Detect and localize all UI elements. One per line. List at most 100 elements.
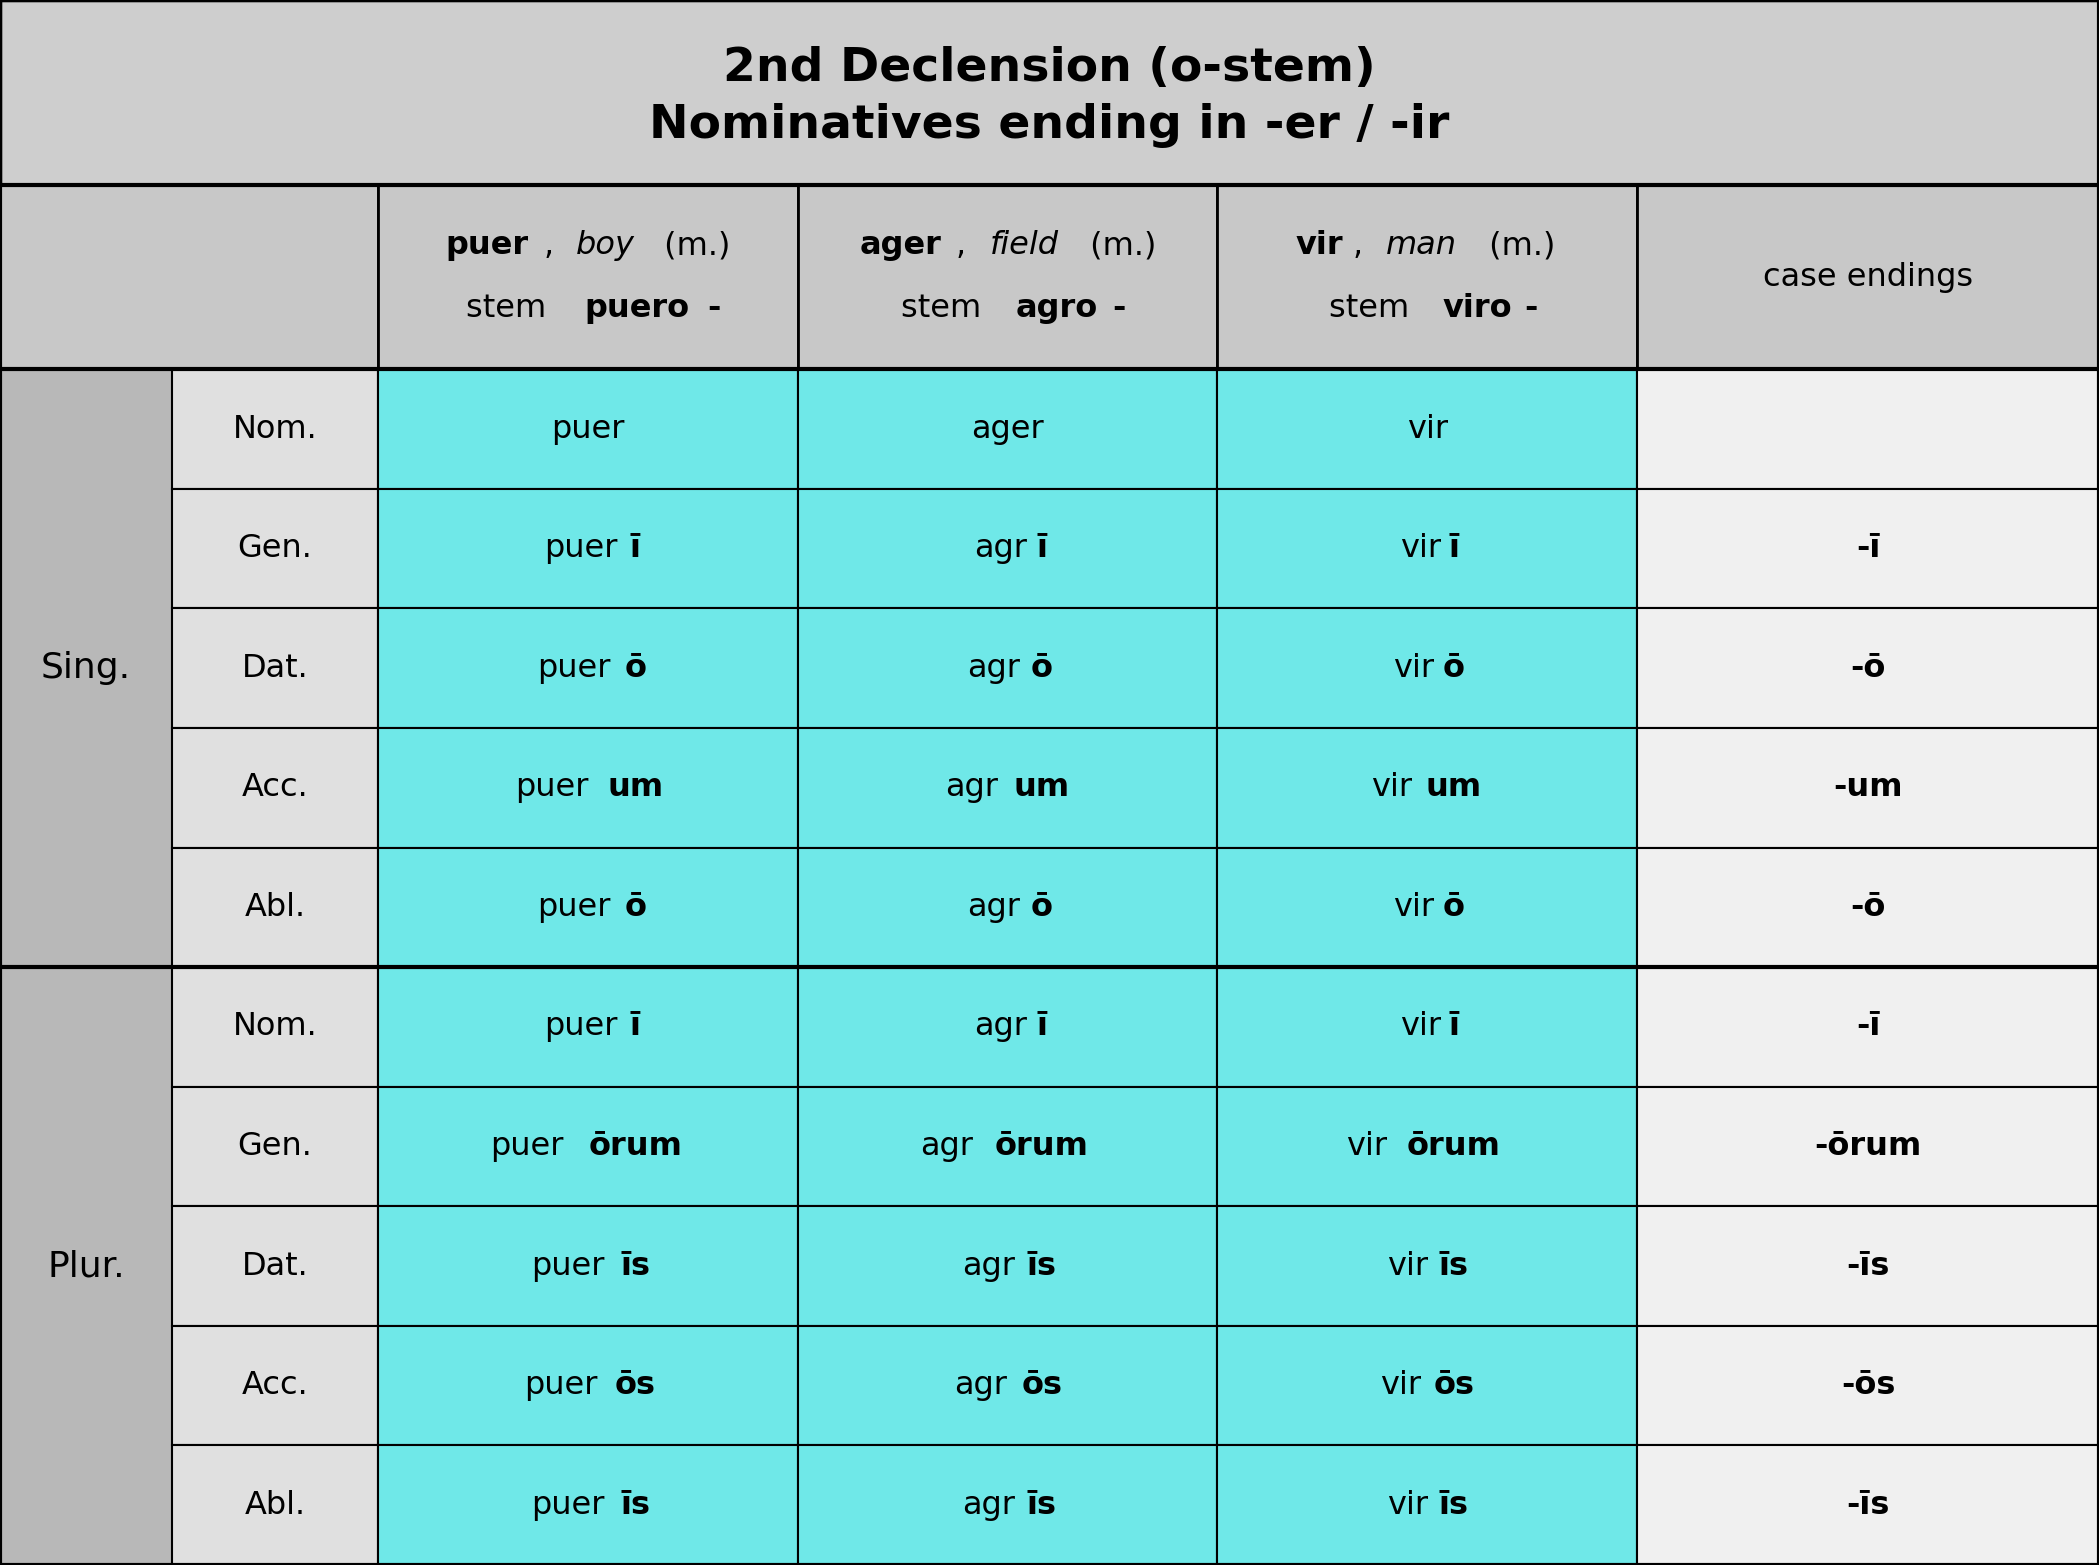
Text: agr: agr — [974, 1011, 1026, 1042]
Bar — [798, 609, 1217, 728]
Text: case endings: case endings — [1763, 261, 1973, 293]
Text: puer: puer — [445, 230, 529, 261]
Bar — [172, 488, 378, 609]
Bar — [378, 609, 798, 728]
Bar — [1637, 185, 2099, 369]
Text: Gen.: Gen. — [237, 1131, 313, 1163]
Text: vir: vir — [1406, 413, 1448, 444]
Bar — [798, 488, 1217, 609]
Text: ō: ō — [1031, 892, 1054, 923]
Bar — [1217, 369, 1637, 488]
Text: īs: īs — [619, 1250, 651, 1282]
Bar — [1637, 1446, 2099, 1565]
Bar — [172, 1086, 378, 1207]
Bar — [1637, 728, 2099, 848]
Bar — [1637, 848, 2099, 967]
Text: Dat.: Dat. — [241, 1250, 309, 1282]
Bar — [1217, 1207, 1637, 1326]
Bar — [172, 369, 378, 488]
Bar — [1217, 1326, 1637, 1446]
Bar — [798, 1326, 1217, 1446]
Text: puer: puer — [537, 653, 611, 684]
Bar — [1637, 369, 2099, 488]
Text: ,: , — [1354, 230, 1373, 261]
Text: ōrum: ōrum — [1406, 1131, 1501, 1163]
Text: Acc.: Acc. — [241, 772, 309, 803]
Text: stem: stem — [466, 293, 556, 324]
Text: vir: vir — [1392, 892, 1434, 923]
Text: puer: puer — [531, 1250, 605, 1282]
Bar — [378, 967, 798, 1086]
Text: ōs: ōs — [1022, 1369, 1062, 1401]
Text: Plur.: Plur. — [48, 1249, 124, 1283]
Text: ōs: ōs — [615, 1369, 655, 1401]
Text: vir: vir — [1392, 653, 1434, 684]
Text: -ī: -ī — [1856, 1011, 1881, 1042]
Text: Abl.: Abl. — [243, 1490, 306, 1521]
Text: ī: ī — [1037, 1011, 1047, 1042]
Text: puer: puer — [491, 1131, 565, 1163]
Text: (m.): (m.) — [655, 230, 730, 261]
Text: vir: vir — [1345, 1131, 1387, 1163]
Bar — [378, 369, 798, 488]
Bar — [1637, 488, 2099, 609]
Text: puer: puer — [544, 1011, 617, 1042]
Bar — [1217, 728, 1637, 848]
Bar — [1217, 185, 1637, 369]
Text: ō: ō — [623, 892, 646, 923]
Text: ō: ō — [1442, 653, 1465, 684]
Text: ager: ager — [861, 230, 942, 261]
Text: man: man — [1385, 230, 1457, 261]
Text: vir: vir — [1387, 1490, 1429, 1521]
Bar — [172, 1326, 378, 1446]
Text: agr: agr — [974, 534, 1026, 565]
Text: agr: agr — [961, 1250, 1014, 1282]
Text: 2nd Declension (o-stem): 2nd Declension (o-stem) — [724, 45, 1375, 91]
Bar — [1637, 609, 2099, 728]
Text: agr: agr — [961, 1490, 1014, 1521]
Bar — [0, 185, 378, 369]
Text: īs: īs — [1438, 1490, 1469, 1521]
Bar — [1217, 848, 1637, 967]
Bar — [378, 1326, 798, 1446]
Bar — [798, 1086, 1217, 1207]
Text: boy: boy — [575, 230, 634, 261]
Text: īs: īs — [619, 1490, 651, 1521]
Bar — [378, 488, 798, 609]
Bar — [0, 0, 2099, 185]
Bar — [1637, 1326, 2099, 1446]
Text: puero: puero — [586, 293, 691, 324]
Bar — [172, 728, 378, 848]
Text: agr: agr — [968, 892, 1020, 923]
Text: Gen.: Gen. — [237, 534, 313, 565]
Text: (m.): (m.) — [1079, 230, 1157, 261]
Bar — [378, 1446, 798, 1565]
Text: vir: vir — [1387, 1250, 1429, 1282]
Text: īs: īs — [1438, 1250, 1469, 1282]
Text: ī: ī — [1448, 534, 1459, 565]
Text: Dat.: Dat. — [241, 653, 309, 684]
Text: um: um — [1425, 772, 1482, 803]
Text: agro: agro — [1016, 293, 1098, 324]
Text: ī: ī — [1448, 1011, 1459, 1042]
Text: puer: puer — [544, 534, 617, 565]
Bar — [0, 369, 172, 967]
Text: puer: puer — [537, 892, 611, 923]
Bar — [798, 1207, 1217, 1326]
Bar — [1217, 1446, 1637, 1565]
Bar — [172, 967, 378, 1086]
Text: ō: ō — [623, 653, 646, 684]
Text: -ōs: -ōs — [1841, 1369, 1895, 1401]
Bar — [378, 1207, 798, 1326]
Text: ō: ō — [1031, 653, 1054, 684]
Text: Nom.: Nom. — [233, 1011, 317, 1042]
Bar — [0, 967, 172, 1565]
Text: vir: vir — [1295, 230, 1343, 261]
Bar — [1217, 488, 1637, 609]
Bar — [798, 185, 1217, 369]
Bar — [798, 848, 1217, 967]
Text: Abl.: Abl. — [243, 892, 306, 923]
Text: -ī: -ī — [1856, 534, 1881, 565]
Bar — [172, 1207, 378, 1326]
Text: ī: ī — [630, 534, 640, 565]
